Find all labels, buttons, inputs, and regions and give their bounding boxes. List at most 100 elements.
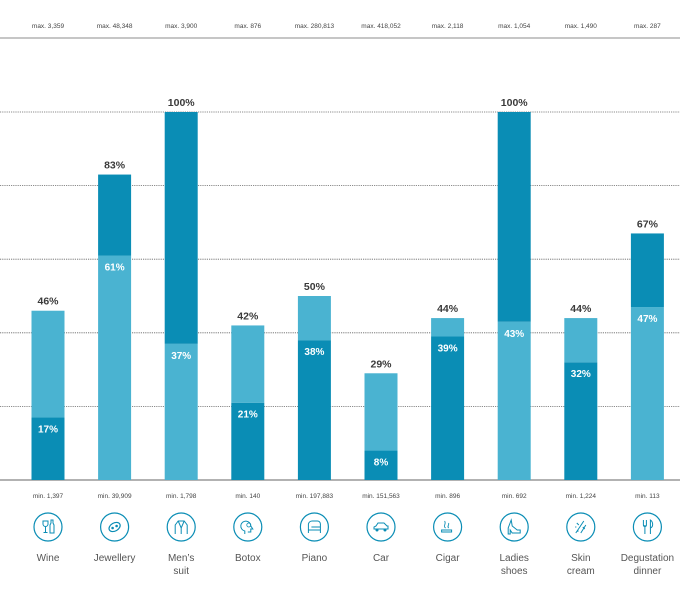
- max-value-label: max. 3,359: [32, 23, 65, 30]
- bar-bottom-segment: [164, 343, 198, 480]
- suit-icon-glyph: [174, 520, 188, 534]
- cutlery-icon-glyph: [642, 519, 654, 534]
- min-value-label: min. 896: [435, 493, 460, 500]
- skin-cream-icon-glyph: [575, 520, 587, 534]
- category-label: Men’s: [168, 553, 195, 564]
- total-percent-label: 29%: [370, 358, 392, 370]
- min-value-label: min. 1,397: [33, 493, 64, 500]
- icon-circle: [33, 512, 63, 542]
- jewellery-icon: [99, 512, 130, 542]
- category-label: Car: [373, 553, 390, 564]
- min-value-label: min. 39,909: [98, 493, 132, 500]
- inner-percent-label: 8%: [374, 458, 389, 469]
- inner-percent-label: 61%: [105, 263, 125, 274]
- min-value-label: min. 1,224: [566, 493, 597, 500]
- inner-percent-label: 17%: [38, 424, 58, 435]
- category-label: shoes: [501, 566, 528, 577]
- piano-icon: [299, 512, 329, 542]
- category-label: dinner: [633, 566, 661, 577]
- cutlery-icon: [632, 512, 663, 542]
- inner-percent-label: 43%: [504, 329, 524, 340]
- suit-icon: [166, 512, 196, 542]
- category-label: suit: [173, 566, 189, 577]
- skin-cream-icon: [566, 512, 596, 542]
- icon-circle: [566, 512, 596, 542]
- cigar-icon-glyph: [441, 520, 453, 533]
- icon-circle: [632, 512, 663, 542]
- category-icons: [33, 512, 663, 542]
- car-icon: [366, 512, 396, 542]
- category-label: Skin: [571, 553, 590, 564]
- max-value-label: max. 2,118: [432, 23, 464, 30]
- total-percent-label: 67%: [637, 218, 659, 230]
- icon-circle: [99, 512, 130, 542]
- jewellery-icon-glyph: [108, 521, 121, 533]
- inner-percent-label: 39%: [438, 343, 458, 354]
- max-value-label: max. 3,900: [165, 23, 198, 30]
- max-value-label: max. 418,052: [361, 23, 401, 30]
- max-value-label: max. 287: [634, 23, 661, 30]
- total-percent-label: 42%: [237, 310, 259, 322]
- bar-bottom-segment: [497, 321, 531, 480]
- bar-top-segment: [497, 112, 531, 322]
- total-percent-label: 50%: [304, 281, 326, 293]
- shoe-icon-glyph: [507, 518, 521, 535]
- category-label: Jewellery: [94, 553, 136, 564]
- max-value-label: max. 876: [234, 23, 261, 30]
- bar-bottom-segment: [364, 450, 398, 480]
- car-icon-glyph: [373, 522, 389, 532]
- bar-top-segment: [364, 373, 398, 451]
- bar-bottom-segment: [564, 362, 598, 480]
- botox-icon-glyph: [240, 520, 254, 534]
- max-value-label: max. 280,813: [295, 23, 335, 30]
- total-percent-label: 100%: [501, 97, 529, 109]
- bar-bottom-segment: [231, 402, 265, 480]
- min-value-label: min. 140: [235, 493, 260, 500]
- category-label: Botox: [235, 553, 261, 564]
- botox-icon: [233, 512, 263, 542]
- max-value-label: max. 1,490: [565, 23, 598, 30]
- total-percent-label: 44%: [570, 303, 592, 315]
- category-label: Piano: [302, 553, 328, 564]
- category-label: Cigar: [436, 553, 461, 564]
- icon-circle: [366, 512, 396, 542]
- category-label: Degustation: [621, 553, 674, 564]
- wine-icon-glyph: [42, 519, 55, 534]
- min-value-label: min. 1,798: [166, 493, 197, 500]
- inner-percent-label: 47%: [637, 314, 657, 325]
- inner-percent-label: 32%: [571, 369, 591, 380]
- min-value-label: min. 113: [635, 493, 660, 500]
- piano-icon-glyph: [307, 520, 321, 533]
- bars: [31, 112, 664, 480]
- category-label: Ladies: [499, 553, 528, 564]
- inner-percent-label: 37%: [171, 351, 191, 362]
- bar-top-segment: [564, 318, 598, 363]
- bar-bottom-segment: [31, 417, 65, 480]
- bar-top-segment: [164, 112, 198, 344]
- bar-top-segment: [297, 296, 331, 341]
- inner-percent-label: 21%: [238, 410, 258, 421]
- bar-bottom-segment: [431, 336, 465, 480]
- max-value-label: max. 1,054: [498, 23, 531, 30]
- bar-top-segment: [431, 318, 465, 337]
- total-percent-label: 44%: [437, 303, 459, 315]
- min-value-label: min. 197,883: [296, 493, 334, 500]
- max-value-label: max. 48,348: [97, 23, 133, 30]
- bar-bottom-segment: [98, 255, 132, 480]
- cigar-icon: [433, 512, 463, 542]
- bar-bottom-segment: [297, 340, 331, 480]
- min-value-label: min. 692: [502, 493, 527, 500]
- bar-top-segment: [98, 174, 132, 256]
- wine-icon: [33, 512, 63, 542]
- bar-top-segment: [31, 310, 65, 418]
- inner-percent-label: 38%: [304, 347, 324, 358]
- bar-bottom-segment: [630, 307, 664, 480]
- total-percent-label: 83%: [104, 160, 126, 172]
- category-label: cream: [567, 566, 595, 577]
- bar-top-segment: [630, 233, 664, 308]
- total-percent-label: 100%: [168, 97, 196, 109]
- labels: max. 3,359 46% 17% min. 1,397 Wine max. 48,34…: [32, 23, 674, 577]
- category-label: Wine: [37, 553, 60, 564]
- shoe-icon: [499, 512, 529, 542]
